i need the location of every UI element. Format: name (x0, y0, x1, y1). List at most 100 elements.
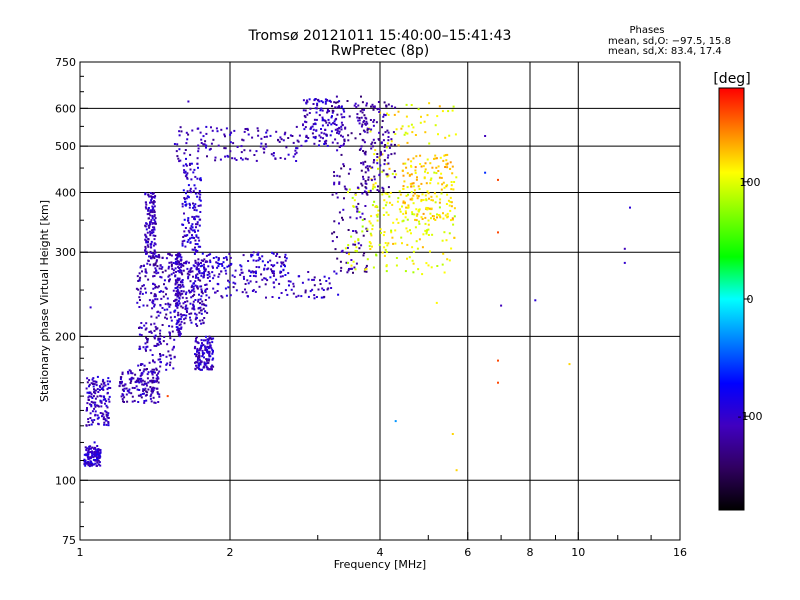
data-point (236, 146, 239, 148)
data-point (170, 265, 173, 268)
data-point (233, 157, 236, 160)
data-point (101, 412, 104, 415)
data-point (143, 401, 146, 404)
data-point (198, 272, 201, 275)
data-point (241, 158, 244, 161)
data-point (155, 260, 158, 263)
data-point (394, 106, 397, 109)
data-point (151, 381, 154, 384)
data-point (382, 207, 385, 210)
data-point (284, 259, 287, 262)
data-point (295, 160, 298, 162)
data-point (84, 460, 87, 463)
data-point (303, 115, 306, 117)
data-point (159, 332, 161, 335)
data-point (318, 100, 321, 103)
colorbar-label: [deg] (713, 71, 750, 87)
data-point (154, 195, 157, 198)
data-point (386, 175, 389, 178)
data-point (144, 287, 147, 290)
data-point (407, 125, 410, 128)
data-point (197, 229, 200, 232)
data-point (240, 265, 243, 268)
data-point (194, 218, 196, 221)
data-point (420, 182, 423, 185)
data-point (151, 222, 154, 225)
data-point (230, 262, 233, 265)
data-point (191, 289, 194, 292)
data-point (270, 153, 273, 156)
data-point (232, 286, 235, 289)
data-point (312, 136, 315, 139)
data-point (271, 296, 274, 298)
data-point (371, 245, 373, 248)
data-point (375, 214, 378, 217)
data-point (192, 307, 195, 310)
data-point (147, 194, 150, 197)
data-point (265, 145, 268, 148)
data-point (285, 146, 288, 149)
data-point (178, 130, 181, 133)
data-point (224, 135, 226, 138)
data-point (144, 275, 147, 278)
colorbar-tick-label: 100 (740, 176, 761, 189)
data-point (193, 237, 195, 239)
data-point (138, 296, 141, 299)
data-point (255, 259, 258, 262)
data-point (375, 205, 378, 207)
data-point (343, 142, 345, 145)
data-point (162, 340, 165, 343)
data-point (451, 109, 454, 112)
data-point (366, 228, 369, 231)
data-point (342, 144, 345, 147)
data-point (91, 421, 94, 424)
data-point (149, 214, 152, 217)
data-point (311, 125, 314, 128)
data-point (307, 278, 310, 281)
data-point (209, 253, 212, 256)
data-point (149, 220, 152, 223)
data-point (184, 170, 187, 173)
data-point (383, 246, 386, 249)
data-point (98, 385, 101, 388)
data-point (341, 135, 344, 138)
data-point (348, 268, 350, 270)
data-point (304, 126, 307, 129)
data-point (438, 214, 440, 216)
data-point (244, 283, 247, 285)
data-point (145, 336, 148, 339)
data-point (105, 413, 108, 416)
data-point (278, 256, 281, 258)
data-point (145, 390, 148, 393)
data-point (99, 464, 102, 467)
data-point (156, 286, 159, 289)
data-point (427, 223, 430, 226)
data-point (410, 173, 413, 176)
data-point (333, 120, 336, 123)
data-point (362, 150, 365, 152)
data-point (84, 464, 87, 467)
data-point (156, 387, 159, 390)
data-point (200, 274, 203, 277)
data-point (159, 337, 162, 340)
data-point (373, 119, 376, 122)
data-point (391, 172, 394, 175)
data-point (231, 157, 234, 160)
data-point (386, 163, 389, 166)
data-point (363, 114, 366, 117)
data-point (336, 113, 339, 116)
data-point (157, 285, 160, 288)
data-point (153, 305, 156, 308)
data-point (185, 163, 187, 166)
data-point (435, 301, 438, 304)
data-point (438, 201, 441, 204)
data-point (425, 206, 428, 209)
data-point (368, 245, 371, 248)
data-point (255, 150, 258, 153)
data-point (184, 204, 187, 206)
data-point (185, 164, 188, 167)
data-point (406, 186, 409, 189)
data-point (98, 389, 101, 391)
data-point (359, 133, 362, 136)
